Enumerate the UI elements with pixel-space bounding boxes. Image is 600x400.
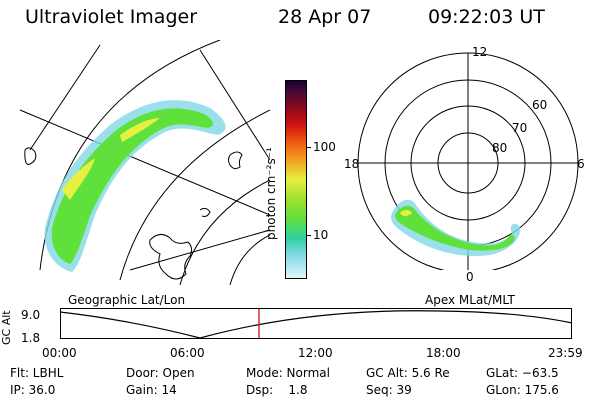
coastline bbox=[228, 151, 243, 170]
status-door: Door: Open bbox=[126, 366, 195, 380]
time-tick: 23:59 bbox=[548, 346, 583, 360]
colorbar-unit-label: photon cm⁻²s⁻¹ bbox=[264, 147, 278, 240]
geo-panel-caption: Geographic Lat/Lon bbox=[68, 293, 186, 307]
time-tick: 06:00 bbox=[170, 346, 205, 360]
colorbar-tick bbox=[306, 235, 311, 236]
status-mode: Mode: Normal bbox=[246, 366, 330, 380]
altitude-axis-label: GC Alt bbox=[0, 310, 13, 345]
observation-time: 09:22:03 UT bbox=[428, 6, 545, 28]
mlat-label-80: 80 bbox=[492, 141, 508, 155]
coastline bbox=[199, 207, 211, 217]
lon-line bbox=[129, 229, 270, 271]
time-tick: 00:00 bbox=[42, 346, 77, 360]
aurora-oval-geo bbox=[44, 100, 226, 272]
status-seq: Seq: 39 bbox=[366, 383, 412, 397]
lon-line bbox=[199, 49, 270, 161]
status-filter: Flt: LBHL bbox=[10, 366, 64, 380]
color-scale-bar bbox=[285, 80, 307, 279]
altitude-tick-high: 9.0 bbox=[21, 308, 41, 322]
colorbar-tick-label: 10 bbox=[313, 228, 329, 242]
aurora-oval-polar bbox=[391, 199, 521, 256]
instrument-title: Ultraviolet Imager bbox=[25, 6, 198, 28]
polar-panel bbox=[357, 52, 579, 270]
polar-panel-caption: Apex MLat/MLT bbox=[425, 293, 515, 307]
mlat-label-70: 70 bbox=[512, 121, 528, 135]
coastline bbox=[24, 147, 37, 165]
mlt-label-6: 6 bbox=[577, 157, 585, 171]
lon-line bbox=[19, 109, 270, 216]
lon-line bbox=[29, 44, 101, 151]
status-gc-alt: GC Alt: 5.6 Re bbox=[366, 366, 450, 380]
coastline bbox=[149, 234, 193, 280]
colorbar-tick bbox=[306, 147, 311, 148]
lat-line bbox=[229, 234, 270, 285]
altitude-curve bbox=[60, 310, 573, 339]
geographic-panel bbox=[19, 40, 270, 285]
altitude-tick-low: 1.8 bbox=[21, 331, 41, 345]
colorbar-tick-label: 100 bbox=[313, 140, 336, 154]
status-glon: GLon: 175.6 bbox=[486, 383, 559, 397]
status-dsp: Dsp: 1.8 bbox=[246, 383, 308, 397]
status-gain: Gain: 14 bbox=[126, 383, 177, 397]
lat-line bbox=[179, 179, 270, 285]
mlt-label-12: 12 bbox=[472, 45, 488, 59]
altitude-timeline-plot bbox=[60, 308, 573, 339]
mlat-label-60: 60 bbox=[532, 98, 548, 112]
status-ip: IP: 36.0 bbox=[10, 383, 56, 397]
observation-date: 28 Apr 07 bbox=[278, 6, 372, 28]
mlt-label-0: 0 bbox=[466, 270, 474, 284]
status-glat: GLat: −63.5 bbox=[486, 366, 559, 380]
mlt-label-18: 18 bbox=[344, 157, 360, 171]
time-tick: 12:00 bbox=[298, 346, 333, 360]
time-tick: 18:00 bbox=[426, 346, 461, 360]
lat-line bbox=[119, 109, 270, 281]
